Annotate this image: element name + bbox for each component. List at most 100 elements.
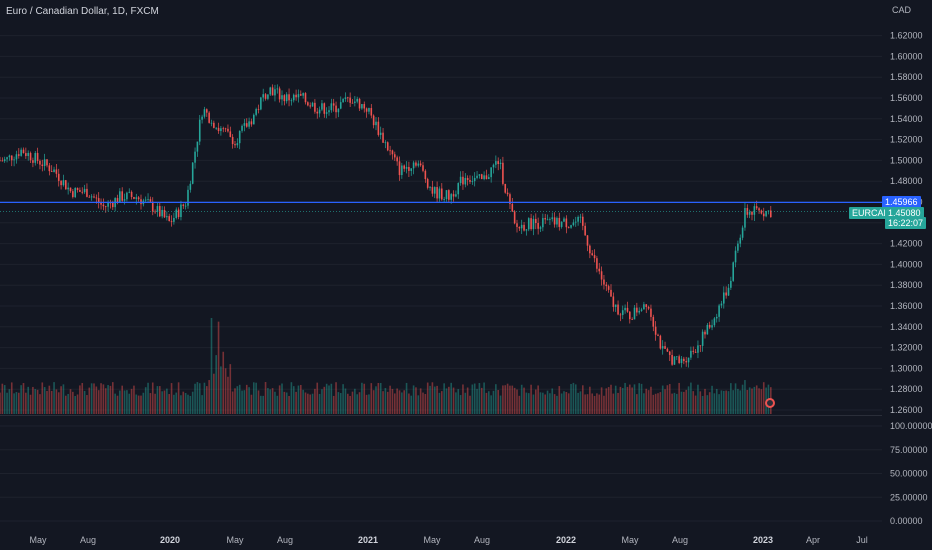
- candle-body: [356, 98, 358, 102]
- volume-bar: [565, 392, 568, 414]
- candle-body: [436, 187, 438, 199]
- volume-bar: [558, 386, 561, 414]
- candle-body: [90, 196, 93, 198]
- candle-body: [20, 149, 22, 156]
- volume-bar: [551, 388, 554, 414]
- volume-bar: [330, 383, 333, 414]
- volume-indicator-dot[interactable]: [765, 398, 775, 408]
- candle-body: [159, 206, 161, 217]
- volume-bar: [283, 391, 286, 414]
- volume-bar: [753, 386, 756, 414]
- volume-bar: [462, 384, 464, 414]
- candle-body: [711, 325, 713, 328]
- candle-body: [365, 108, 368, 112]
- candle-body: [607, 286, 610, 290]
- volume-bar: [325, 383, 328, 414]
- volume-bar: [358, 392, 361, 414]
- candle-body: [720, 303, 723, 306]
- volume-bar: [161, 391, 163, 414]
- candle-body: [55, 169, 58, 174]
- candle-body: [565, 218, 568, 228]
- volume-bar: [3, 385, 6, 414]
- volume-bar: [711, 385, 713, 414]
- candle-body: [27, 152, 29, 156]
- volume-bar: [706, 395, 709, 414]
- candle-body: [337, 108, 340, 113]
- candle-body: [739, 237, 742, 244]
- volume-bar: [415, 387, 417, 414]
- candle-body: [730, 280, 732, 288]
- volume-bar: [107, 385, 109, 414]
- volume-bar: [509, 385, 511, 414]
- volume-bar: [163, 390, 166, 414]
- hline-price-tag[interactable]: 1.45966: [882, 196, 921, 209]
- candle-body: [166, 216, 168, 218]
- volume-bar: [321, 389, 323, 414]
- volume-bar: [577, 392, 579, 414]
- volume-bar: [727, 391, 730, 414]
- volume-bar: [391, 388, 394, 414]
- volume-bar: [196, 382, 199, 414]
- candle-body: [767, 210, 770, 212]
- volume-bar: [532, 394, 535, 414]
- volume-bar: [537, 385, 539, 414]
- candle-body: [191, 162, 194, 184]
- volume-bar: [114, 393, 116, 414]
- volume-bar: [302, 389, 304, 414]
- candle-body: [126, 192, 128, 200]
- time-tick-label: 2023: [753, 535, 773, 545]
- symbol-tag: EURCAD: [849, 206, 894, 219]
- volume-bar: [180, 395, 182, 414]
- volume-bar: [513, 387, 516, 414]
- volume-bar: [95, 386, 98, 414]
- volume-bar: [715, 388, 718, 414]
- volume-bar: [499, 395, 502, 414]
- candle-body: [417, 163, 420, 166]
- candle-body: [544, 218, 546, 220]
- candle-body: [86, 188, 88, 197]
- volume-bar: [25, 392, 27, 414]
- candle-body: [396, 157, 398, 162]
- candle-body: [690, 350, 692, 358]
- volume-bar: [535, 389, 537, 414]
- volume-bar: [262, 395, 264, 414]
- candle-body: [593, 255, 596, 259]
- volume-bar: [678, 382, 680, 414]
- candle-body: [25, 153, 27, 156]
- candle-body: [535, 218, 537, 223]
- candle-body: [29, 152, 32, 161]
- volume-bar: [459, 395, 462, 414]
- volume-bar: [544, 394, 546, 414]
- candle-body: [511, 203, 514, 212]
- candle-body: [39, 160, 41, 165]
- candle-body: [330, 103, 333, 111]
- candle-body: [311, 102, 314, 107]
- volume-bar: [603, 395, 605, 414]
- candle-body: [213, 122, 215, 128]
- volume-bar: [50, 390, 53, 414]
- candle-body: [18, 154, 20, 156]
- volume-bar: [760, 389, 763, 414]
- candle-body: [490, 167, 492, 178]
- volume-bar: [323, 386, 326, 414]
- volume-tick-label: 0.00000: [890, 516, 923, 526]
- time-tick-label: Aug: [672, 535, 688, 545]
- volume-bar: [694, 395, 697, 414]
- candle-body: [74, 187, 76, 198]
- volume-bar: [102, 384, 105, 414]
- candle-body: [692, 350, 695, 352]
- candle-body: [431, 187, 434, 194]
- candle-body: [361, 104, 363, 109]
- candle-body: [97, 198, 100, 203]
- volume-bar: [32, 386, 34, 414]
- candle-body: [95, 197, 98, 199]
- candle-body: [253, 114, 255, 125]
- volume-bar: [657, 393, 659, 414]
- candle-body: [654, 326, 657, 335]
- candle-body: [173, 217, 175, 222]
- volume-bar: [377, 382, 380, 414]
- volume-bar: [241, 390, 243, 414]
- volume-bar: [206, 386, 208, 414]
- volume-bar: [469, 395, 471, 414]
